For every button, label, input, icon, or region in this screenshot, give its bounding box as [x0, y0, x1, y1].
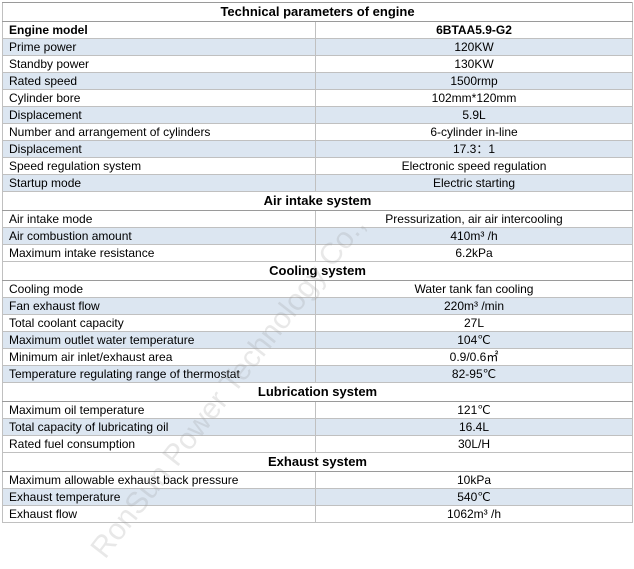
- table-row: Fan exhaust flow 220m³ /min: [2, 297, 634, 315]
- parameter-value: 104℃: [314, 331, 634, 349]
- section-header-row: Cooling system: [1, 261, 634, 281]
- parameter-label: Minimum air inlet/exhaust area: [2, 348, 316, 366]
- parameter-value: 6-cylinder in-line: [314, 123, 634, 141]
- section-header-row: Air intake system: [1, 191, 634, 211]
- parameter-label: Exhaust flow: [2, 505, 316, 523]
- parameter-value: 1062m³ /h: [314, 505, 634, 523]
- parameter-value: 82-95℃: [314, 365, 634, 383]
- parameter-label: Total coolant capacity: [2, 314, 316, 332]
- table-row: Temperature regulating range of thermost…: [2, 365, 634, 383]
- section-header-row: Exhaust system: [1, 452, 634, 472]
- engine-spec-table: Technical parameters of engine Engine mo…: [1, 2, 634, 523]
- parameter-label: Engine model: [2, 21, 316, 39]
- parameter-label: Rated speed: [2, 72, 316, 90]
- table-row: Maximum intake resistance 6.2kPa: [2, 244, 634, 262]
- parameter-value: Water tank fan cooling: [314, 280, 634, 298]
- parameter-value: 540℃: [314, 488, 634, 506]
- table-row: Total coolant capacity 27L: [2, 314, 634, 332]
- parameter-value: 30L/H: [314, 435, 634, 453]
- table-row: Standby power 130KW: [2, 55, 634, 73]
- parameter-label: Cylinder bore: [2, 89, 316, 107]
- table-row: Displacement 5.9L: [2, 106, 634, 124]
- table-row: Maximum outlet water temperature 104℃: [2, 331, 634, 349]
- table-row: Exhaust flow 1062m³ /h: [2, 505, 634, 523]
- parameter-value: 102mm*120mm: [314, 89, 634, 107]
- table-row: Air combustion amount 410m³ /h: [2, 227, 634, 245]
- table-row: Engine model 6BTAA5.9-G2: [2, 21, 634, 39]
- table-row: Displacement 17.3：1: [2, 140, 634, 158]
- table-row: Speed regulation system Electronic speed …: [2, 157, 634, 175]
- table-row: Cylinder bore 102mm*120mm: [2, 89, 634, 107]
- parameter-value: 1500rmp: [314, 72, 634, 90]
- parameter-label: Maximum allowable exhaust back pressure: [2, 471, 316, 489]
- parameter-value: 121℃: [314, 401, 634, 419]
- parameter-label: Maximum outlet water temperature: [2, 331, 316, 349]
- parameter-value: Electric starting: [314, 174, 634, 192]
- parameter-value: 5.9L: [314, 106, 634, 124]
- parameter-label: Rated fuel consumption: [2, 435, 316, 453]
- parameter-value: 6.2kPa: [314, 244, 634, 262]
- parameter-label: Fan exhaust flow: [2, 297, 316, 315]
- section-heading: Lubrication system: [1, 382, 634, 402]
- parameter-value: Pressurization, air air intercooling: [314, 210, 634, 228]
- parameter-label: Speed regulation system: [2, 157, 316, 175]
- parameter-label: Temperature regulating range of thermost…: [2, 365, 316, 383]
- table-row: Number and arrangement of cylinders 6-cyl…: [2, 123, 634, 141]
- table-row: Air intake mode Pressurization, air air i…: [2, 210, 634, 228]
- table-row: Rated fuel consumption 30L/H: [2, 435, 634, 453]
- parameter-label: Displacement: [2, 140, 316, 158]
- parameter-value: 17.3：1: [314, 140, 634, 158]
- table-title: Technical parameters of engine: [1, 2, 634, 22]
- parameter-value: 0.9/0.6㎡: [314, 348, 634, 366]
- parameter-label: Cooling mode: [2, 280, 316, 298]
- parameter-label: Air intake mode: [2, 210, 316, 228]
- parameter-label: Standby power: [2, 55, 316, 73]
- parameter-label: Exhaust temperature: [2, 488, 316, 506]
- parameter-value: 27L: [314, 314, 634, 332]
- table-row: Total capacity of lubricating oil 16.4L: [2, 418, 634, 436]
- parameter-value: 16.4L: [314, 418, 634, 436]
- parameter-label: Number and arrangement of cylinders: [2, 123, 316, 141]
- table-row: Exhaust temperature 540℃: [2, 488, 634, 506]
- parameter-value: 410m³ /h: [314, 227, 634, 245]
- section-heading: Exhaust system: [1, 452, 634, 472]
- table-row: Minimum air inlet/exhaust area 0.9/0.6㎡: [2, 348, 634, 366]
- section-heading: Air intake system: [1, 191, 634, 211]
- parameter-value: 220m³ /min: [314, 297, 634, 315]
- parameter-value: 6BTAA5.9-G2: [314, 21, 634, 39]
- table-row: Maximum allowable exhaust back pressure 1…: [2, 471, 634, 489]
- parameter-label: Prime power: [2, 38, 316, 56]
- parameter-label: Maximum intake resistance: [2, 244, 316, 262]
- table-row: Rated speed 1500rmp: [2, 72, 634, 90]
- table-row: Cooling mode Water tank fan cooling: [2, 280, 634, 298]
- parameter-label: Displacement: [2, 106, 316, 124]
- parameter-value: 120KW: [314, 38, 634, 56]
- section-heading: Cooling system: [1, 261, 634, 281]
- parameter-value: 130KW: [314, 55, 634, 73]
- table-row: Maximum oil temperature 121℃: [2, 401, 634, 419]
- parameter-label: Maximum oil temperature: [2, 401, 316, 419]
- parameter-label: Total capacity of lubricating oil: [2, 418, 316, 436]
- parameter-label: Air combustion amount: [2, 227, 316, 245]
- parameter-label: Startup mode: [2, 174, 316, 192]
- table-row: Prime power 120KW: [2, 38, 634, 56]
- section-header-row: Lubrication system: [1, 382, 634, 402]
- parameter-value: 10kPa: [314, 471, 634, 489]
- parameter-value: Electronic speed regulation: [314, 157, 634, 175]
- table-title-row: Technical parameters of engine: [1, 2, 634, 22]
- table-row: Startup mode Electric starting: [2, 174, 634, 192]
